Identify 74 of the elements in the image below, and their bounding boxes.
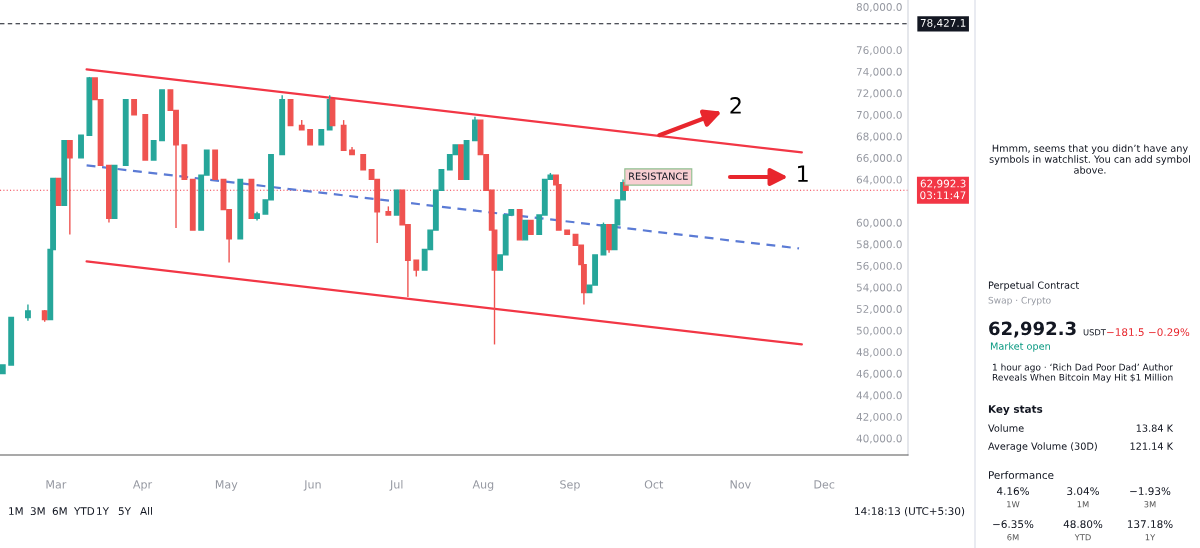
- text: −1.93%: [1130, 487, 1171, 496]
- candlestick: [522, 219, 529, 241]
- x-tick-label: Aug: [472, 480, 494, 491]
- annotation: 2: [730, 97, 741, 114]
- y-tick-label: 46,000.0: [856, 369, 902, 379]
- y-tick-label: 50,000.0: [856, 326, 902, 336]
- text: Volume: [988, 424, 1024, 432]
- y-tick-label: 80,000.0: [856, 3, 902, 13]
- text: 6M: [52, 507, 67, 516]
- x-tick-label: Sep: [560, 480, 580, 491]
- text: −181.5: [1107, 328, 1144, 337]
- candlestick: [66, 139, 73, 236]
- y-tick-label: 68,000.0: [856, 132, 902, 142]
- y-tick-label: 60,000.0: [856, 218, 902, 228]
- y-tick-label: 48,000.0: [856, 348, 902, 358]
- ref-line-label: 62,992.3 03:11:47: [920, 179, 966, 200]
- y-tick-label: 66,000.0: [856, 154, 902, 164]
- x-tick-label: Nov: [730, 480, 751, 489]
- y-tick-label: 58,000.0: [856, 240, 902, 250]
- y-tick-label: 76,000.0: [856, 46, 902, 56]
- x-tick-label: Jul: [389, 480, 403, 491]
- text: 6M: [1007, 534, 1019, 541]
- ref-line-label: 78,427.1: [920, 18, 966, 28]
- text: Perpetual Contract: [988, 281, 1079, 291]
- text: 3.04%: [1067, 487, 1099, 496]
- text: All: [140, 506, 152, 515]
- y-tick-label: 74,000.0: [856, 67, 902, 77]
- text: USDT: [1083, 329, 1106, 336]
- x-tick-label: Oct: [644, 480, 664, 489]
- text: 1Y: [1145, 534, 1156, 541]
- annotation: RESISTANCE: [629, 172, 688, 180]
- y-tick-label: 56,000.0: [856, 261, 902, 271]
- x-tick-label: Mar: [46, 480, 67, 489]
- text: 5Y: [118, 507, 132, 516]
- candlestick: [78, 134, 84, 159]
- x-tick-label: May: [215, 480, 238, 491]
- y-tick-label: 52,000.0: [856, 305, 902, 315]
- text: −0.29%: [1149, 328, 1190, 337]
- candlestick: [472, 116, 478, 142]
- text: 1W: [1007, 501, 1020, 508]
- candlestick: [150, 139, 157, 161]
- x-tick-label: Apr: [132, 480, 153, 491]
- y-tick-label: 70,000.0: [856, 110, 902, 120]
- text: Market open: [990, 342, 1050, 352]
- text: 1M: [1077, 501, 1089, 508]
- text: Swap · Crypto: [988, 296, 1051, 306]
- text: Hmmm, seems that you didn’t have any symbols in watchlist. You can add symbol above.: [989, 144, 1190, 174]
- y-tick-label: 42,000.0: [856, 412, 902, 422]
- text: 1M: [9, 507, 23, 515]
- text: 14:18:13 (UTC+5:30): [855, 506, 965, 517]
- text: YTD: [1074, 534, 1091, 541]
- text: −6.35%: [993, 520, 1034, 529]
- text: Performance: [989, 470, 1054, 480]
- text: 1 hour ago · ‘Rich Dad Poor Dad’ Author Reveals When Bitcoin May Hit $1 Million: [992, 363, 1173, 383]
- text: 13.84 K: [1136, 424, 1174, 432]
- annotation: 1: [798, 165, 808, 182]
- y-tick-label: 44,000.0: [856, 391, 902, 401]
- text: 3M: [1144, 501, 1156, 508]
- y-tick-label: 72,000.0: [856, 89, 902, 99]
- text: 121.14 K: [1130, 442, 1174, 450]
- text: Key stats: [988, 405, 1043, 416]
- y-tick-label: 64,000.0: [856, 175, 902, 185]
- x-tick-label: Dec: [814, 480, 835, 489]
- text: 62,992.3: [989, 321, 1076, 338]
- text: 1Y: [97, 507, 110, 515]
- x-tick-label: Jun: [303, 480, 321, 491]
- text: 3M: [30, 507, 45, 516]
- y-tick-label: 54,000.0: [856, 283, 902, 293]
- text: 48.80%: [1063, 520, 1103, 529]
- text: 137.18%: [1127, 520, 1173, 529]
- y-tick-label: 40,000.0: [856, 434, 902, 444]
- text: Average Volume (30D): [988, 442, 1097, 452]
- text: YTD: [73, 507, 95, 515]
- text: 4.16%: [996, 487, 1029, 496]
